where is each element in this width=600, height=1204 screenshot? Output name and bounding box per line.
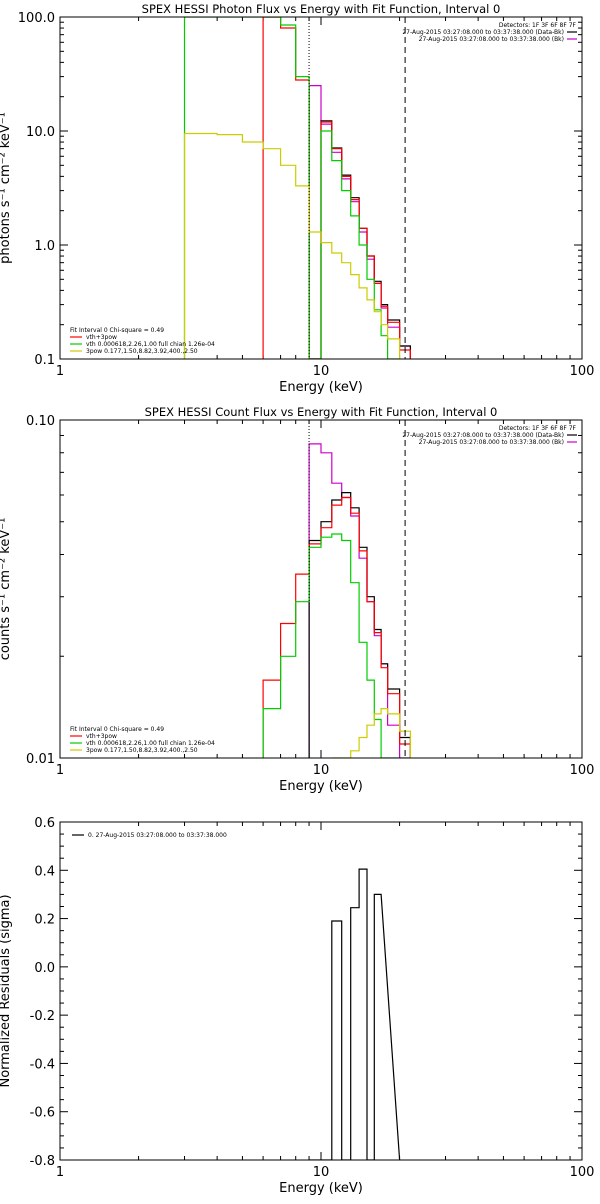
y-tick-label: 0.4 xyxy=(34,864,55,879)
y-axis-label: photons s⁻¹ cm⁻² keV⁻¹ xyxy=(0,112,13,264)
legend-entry: Fit Interval 0 Chi-square = 0.49 xyxy=(70,327,164,334)
legend-entry: 3pow 0.177,1.50,8.82,3.92,400.,2.50 xyxy=(86,747,198,754)
legend-entry: vth 0.000618,2.26,1.00 full chian 1.26e-… xyxy=(86,341,215,348)
y-tick-label: 0.0 xyxy=(34,961,55,976)
y-tick-label: 0.2 xyxy=(34,913,55,928)
legend-entry: vth+3pow xyxy=(86,733,117,740)
y-tick-label: -0.8 xyxy=(30,1154,55,1169)
series-1-step-line xyxy=(308,443,411,758)
x-tick-label: 10 xyxy=(313,1165,330,1180)
x-axis-label: Energy (keV) xyxy=(279,779,363,794)
y-tick-label: -0.2 xyxy=(30,1009,55,1024)
axis-ticks xyxy=(59,420,582,759)
plot-frame xyxy=(59,16,583,360)
x-tick-label: 100 xyxy=(570,364,595,379)
y-tick-label: 0.10 xyxy=(26,414,55,429)
chart-title: SPEX HESSI Count Flux vs Energy with Fit… xyxy=(145,405,498,419)
legend-entry: Detectors: 1F 3F 6F 8F 7F xyxy=(499,22,577,29)
series-4-step-line xyxy=(262,533,400,758)
plot-frame xyxy=(59,419,583,759)
series-1-step-line xyxy=(309,868,401,1160)
x-axis-label: Energy (keV) xyxy=(279,1181,363,1196)
series-2-step-line xyxy=(308,492,411,758)
legend-entry: 0. 27-Aug-2015 03:27:08.000 to 03:37:38.… xyxy=(88,832,227,839)
y-tick-label: -0.6 xyxy=(30,1106,55,1121)
y-axis-label: Normalized Residuals (sigma) xyxy=(0,894,13,1087)
series-2-step-line xyxy=(309,120,411,359)
x-tick-label: 10 xyxy=(313,763,330,778)
legend-entry: 27-Aug-2015 03:27:08.000 to 03:37:38.000… xyxy=(419,36,564,43)
legend-entry: 27-Aug-2015 03:27:08.000 to 03:37:38.000… xyxy=(419,439,564,446)
y-tick-label: 100.0 xyxy=(18,11,55,26)
series-1-step-line xyxy=(308,85,411,359)
series-5-step-line xyxy=(183,132,401,359)
legend-entry: vth+3pow xyxy=(86,334,117,341)
series-group xyxy=(183,17,411,359)
series-group xyxy=(262,443,411,758)
chart-title: SPEX HESSI Photon Flux vs Energy with Fi… xyxy=(142,2,501,16)
y-axis-label: counts s⁻¹ cm⁻² keV⁻¹ xyxy=(0,518,13,661)
series-3-step-line xyxy=(262,496,411,758)
x-tick-label: 1 xyxy=(56,364,64,379)
panel-2: SPEX HESSI Count Flux vs Energy with Fit… xyxy=(0,405,594,794)
legend-entry: 27-Aug-2015 03:27:08.000 to 03:37:38.000… xyxy=(402,29,564,36)
x-tick-label: 100 xyxy=(570,763,595,778)
panel-1: SPEX HESSI Photon Flux vs Energy with Fi… xyxy=(0,2,594,395)
x-tick-label: 1 xyxy=(56,763,64,778)
y-tick-label: 1.0 xyxy=(34,239,55,254)
series-5-step-line xyxy=(331,708,411,758)
x-tick-label: 10 xyxy=(313,364,330,379)
legend-entry: 3pow 0.177,1.50,8.82,3.92,400.,2.50 xyxy=(86,348,198,355)
y-tick-label: 0.6 xyxy=(34,816,55,831)
legend-entry: vth 0.000618,2.26,1.00 full chian 1.26e-… xyxy=(86,740,215,747)
y-tick-label: 0.01 xyxy=(26,752,55,767)
legend-entry: Fit Interval 0 Chi-square = 0.49 xyxy=(70,726,164,733)
x-tick-label: 1 xyxy=(56,1165,64,1180)
y-tick-label: -0.4 xyxy=(30,1057,55,1072)
y-tick-label: 0.1 xyxy=(34,353,55,368)
legend-entry: Detectors: 1F 3F 6F 8F 7F xyxy=(499,425,577,432)
y-tick-label: 10.0 xyxy=(26,125,55,140)
legend-entry: 27-Aug-2015 03:27:08.000 to 03:37:38.000… xyxy=(402,432,564,439)
plot-frame xyxy=(59,821,583,1161)
series-4-step-line xyxy=(183,17,400,359)
series-3-step-line xyxy=(262,17,411,359)
axis-ticks xyxy=(59,821,582,1161)
panel-3: 1 10 100 0.6 0.4 0.2 0.0 -0.2 -0.4 -0.6 -0.8 Energy… xyxy=(0,816,594,1196)
series-group xyxy=(309,868,401,1160)
x-axis-label: Energy (keV) xyxy=(279,380,363,395)
x-tick-label: 100 xyxy=(570,1165,595,1180)
